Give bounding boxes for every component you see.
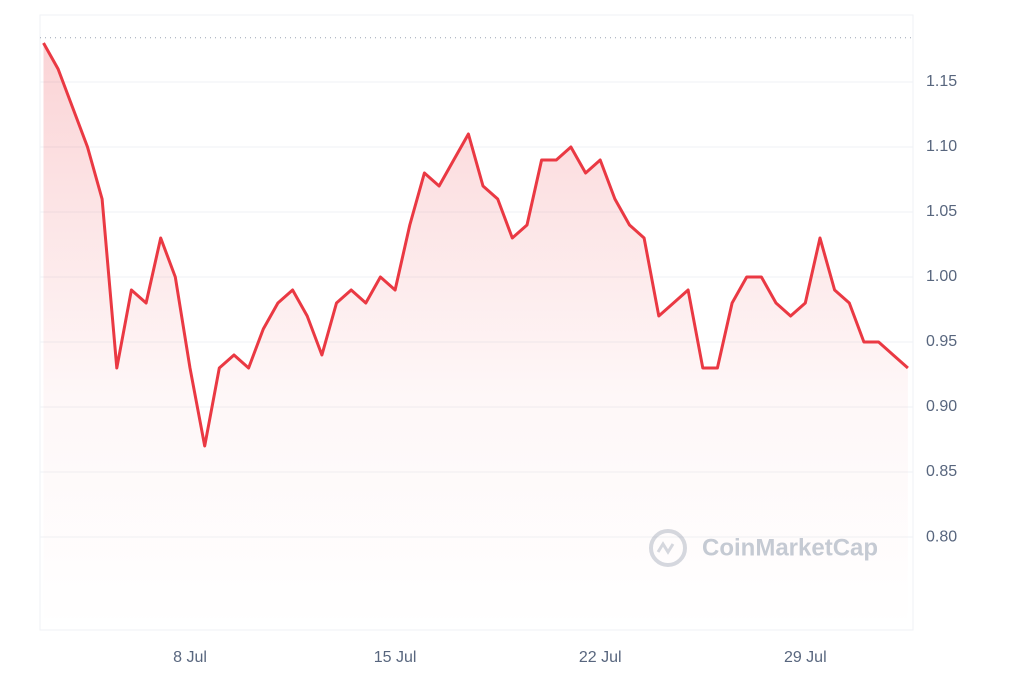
- y-tick-label: 1.05: [926, 203, 957, 220]
- y-tick-label: 0.80: [926, 528, 957, 545]
- watermark-logo: [649, 529, 687, 567]
- y-tick-label: 1.00: [926, 268, 957, 285]
- y-tick-label: 0.95: [926, 333, 957, 350]
- x-tick-label: 8 Jul: [173, 649, 207, 666]
- y-tick-label: 1.15: [926, 73, 957, 90]
- plot: 0.80 0.85 0.90 0.95 1.00 1.05 1.10 1.15 8 Jul 15 …: [39, 14, 957, 666]
- y-tick-label: 0.90: [926, 398, 957, 415]
- x-tick-label: 22 Jul: [579, 649, 622, 666]
- price-line: [42, 42, 909, 448]
- area-fill: [43, 43, 908, 630]
- x-tick-label: 29 Jul: [784, 649, 827, 666]
- y-tick-label: 1.10: [926, 138, 957, 155]
- x-tick-label: 15 Jul: [374, 649, 417, 666]
- y-tick-label: 0.85: [926, 463, 957, 480]
- watermark: CoinMarketCap: [702, 534, 878, 561]
